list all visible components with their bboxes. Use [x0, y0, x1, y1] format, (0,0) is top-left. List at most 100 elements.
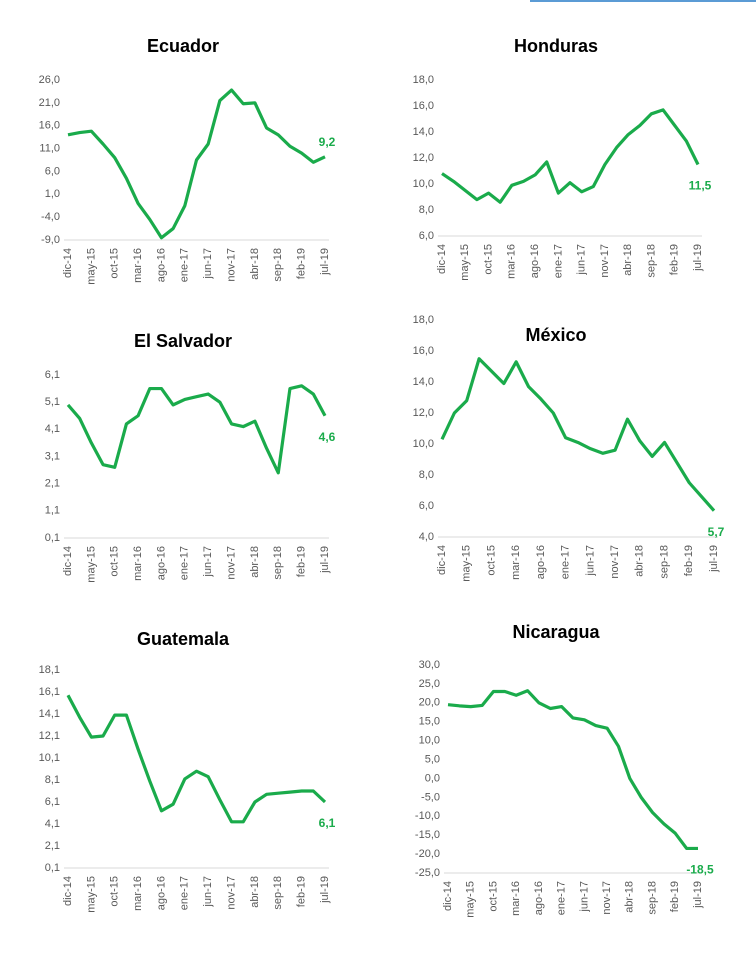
x-tick-label: may-15: [461, 545, 473, 582]
x-tick-label: jul-19: [319, 546, 331, 574]
y-tick-label: 4,0: [419, 531, 434, 543]
x-tick-label: oct-15: [487, 881, 499, 912]
x-tick-label: ago-16: [155, 546, 167, 580]
y-tick-label: 18,0: [413, 74, 434, 86]
x-tick-label: mar-16: [132, 248, 144, 283]
chart-title: Nicaragua: [512, 622, 600, 642]
x-tick-label: jul-19: [319, 248, 331, 276]
y-tick-label: 4,1: [45, 423, 60, 435]
chart-title: Guatemala: [137, 629, 230, 649]
y-tick-label: 26,0: [39, 74, 60, 86]
x-tick-label: sep-18: [272, 546, 284, 580]
value-label: 6,1: [319, 816, 336, 830]
x-tick-label: mar-16: [132, 876, 144, 911]
x-tick-label: nov-17: [225, 546, 237, 580]
x-tick-label: nov-17: [601, 881, 613, 915]
x-tick-label: jul-19: [319, 876, 331, 904]
y-tick-label: 16,0: [413, 345, 434, 357]
value-label: 11,5: [689, 179, 712, 193]
x-tick-label: oct-15: [109, 876, 121, 907]
x-tick-label: dic-14: [62, 248, 74, 278]
chart-title: Honduras: [514, 36, 598, 56]
y-tick-label: 8,0: [419, 204, 434, 216]
y-tick-label: 12,0: [413, 407, 434, 419]
y-tick-label: -9,0: [41, 234, 60, 246]
y-tick-label: 8,0: [419, 469, 434, 481]
value-label: 4,6: [319, 430, 336, 444]
value-label: 5,7: [708, 525, 725, 539]
x-tick-label: ene-17: [552, 244, 564, 278]
series-line: [66, 384, 327, 475]
x-tick-label: jun-17: [584, 545, 596, 577]
x-tick-label: may-15: [85, 546, 97, 583]
x-tick-label: feb-19: [296, 248, 308, 279]
x-tick-label: feb-19: [683, 545, 695, 576]
y-tick-label: 2,1: [45, 478, 60, 490]
y-tick-label: 4,1: [45, 818, 60, 830]
y-tick-label: 11,0: [39, 142, 60, 154]
x-tick-label: ene-17: [179, 876, 191, 910]
x-tick-label: ago-16: [155, 876, 167, 910]
x-tick-label: nov-17: [225, 248, 237, 282]
y-tick-label: 30,0: [419, 659, 440, 671]
y-tick-label: -15,0: [415, 829, 440, 841]
y-tick-label: -25,0: [415, 867, 440, 879]
x-tick-label: jun-17: [202, 248, 214, 280]
x-tick-label: dic-14: [436, 545, 448, 575]
y-tick-label: 21,0: [39, 97, 60, 109]
x-tick-label: nov-17: [609, 545, 621, 579]
x-tick-label: sep-18: [272, 876, 284, 910]
y-tick-label: 16,1: [39, 686, 60, 698]
y-tick-label: 14,0: [413, 126, 434, 138]
x-tick-label: abr-18: [634, 545, 646, 577]
y-tick-label: 20,0: [419, 697, 440, 709]
y-tick-label: 12,0: [413, 152, 434, 164]
y-tick-label: 0,0: [425, 772, 440, 784]
x-tick-label: feb-19: [296, 546, 308, 577]
y-tick-label: 6,0: [419, 230, 434, 242]
x-tick-label: jul-19: [708, 545, 720, 573]
y-tick-label: 6,1: [45, 796, 60, 808]
y-tick-label: -20,0: [415, 848, 440, 860]
x-tick-label: oct-15: [109, 546, 121, 577]
chart-title: México: [525, 325, 586, 345]
x-tick-label: jul-19: [692, 881, 704, 909]
x-tick-label: nov-17: [225, 876, 237, 910]
x-tick-label: ago-16: [155, 248, 167, 282]
x-tick-label: dic-14: [436, 244, 448, 274]
x-tick-label: mar-16: [510, 545, 522, 580]
x-tick-label: oct-15: [109, 248, 121, 279]
x-tick-label: jun-17: [202, 546, 214, 578]
x-tick-label: jun-17: [576, 244, 588, 276]
x-tick-label: feb-19: [669, 881, 681, 912]
series-line: [441, 108, 700, 204]
x-tick-label: nov-17: [599, 244, 611, 278]
y-tick-label: 1,0: [45, 188, 60, 200]
x-tick-label: oct-15: [485, 545, 497, 576]
y-tick-label: 2,1: [45, 840, 60, 852]
x-tick-label: may-15: [85, 248, 97, 285]
series-line: [66, 694, 327, 824]
x-tick-label: abr-18: [249, 876, 261, 908]
y-tick-label: 12,1: [39, 730, 60, 742]
x-tick-label: may-15: [85, 876, 97, 913]
series-line: [447, 689, 698, 851]
y-tick-label: 10,1: [39, 752, 60, 764]
x-tick-label: abr-18: [249, 546, 261, 578]
y-tick-label: 5,1: [45, 396, 60, 408]
x-tick-label: ene-17: [560, 545, 572, 579]
x-tick-label: mar-16: [506, 244, 518, 279]
y-tick-label: 6,0: [419, 500, 434, 512]
y-tick-label: 6,0: [45, 165, 60, 177]
value-label: 9,2: [319, 135, 336, 149]
x-tick-label: mar-16: [132, 546, 144, 581]
series-line: [440, 357, 716, 512]
x-tick-label: abr-18: [624, 881, 636, 913]
y-tick-label: 25,0: [419, 678, 440, 690]
y-tick-label: 0,1: [45, 532, 60, 544]
x-tick-label: jun-17: [578, 881, 590, 913]
y-tick-label: 6,1: [45, 369, 60, 381]
y-tick-label: 10,0: [413, 438, 434, 450]
y-tick-label: 1,1: [45, 505, 60, 517]
